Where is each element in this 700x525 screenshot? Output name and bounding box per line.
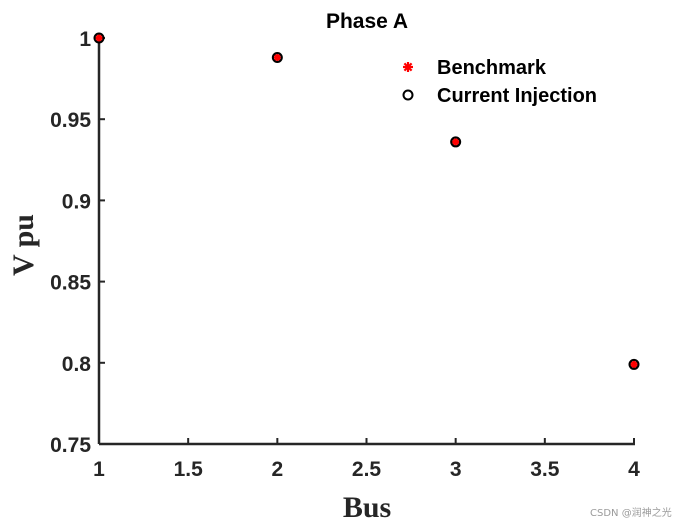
x-ticks: 1 1.5 2 2.5 3 3.5 4 — [93, 438, 640, 481]
data-points — [93, 32, 640, 370]
x-tick-label: 4 — [628, 458, 640, 481]
legend-marker-current-injection — [402, 89, 414, 101]
y-tick-label: 0.8 — [62, 353, 92, 376]
benchmark-point — [450, 136, 461, 147]
chart-title: Phase A — [326, 10, 408, 33]
benchmark-point — [94, 33, 104, 43]
x-tick-label: 2.5 — [352, 458, 382, 481]
legend: Benchmark Current Injection — [402, 57, 597, 107]
legend-label-current-injection: Current Injection — [437, 85, 597, 107]
y-tick-label: 0.85 — [50, 272, 91, 295]
benchmark-point — [629, 359, 639, 370]
current-injection-point — [450, 136, 462, 148]
x-tick-label: 3.5 — [530, 458, 560, 481]
x-tick-label: 3 — [450, 458, 462, 481]
watermark: CSDN @润神之光 — [590, 506, 672, 519]
y-tick-label: 0.9 — [62, 190, 91, 213]
legend-label-benchmark: Benchmark — [437, 57, 547, 79]
legend-marker-benchmark — [403, 62, 413, 72]
current-injection-point — [271, 51, 283, 63]
x-tick-label: 1 — [93, 458, 105, 481]
x-tick-label: 2 — [271, 458, 283, 481]
y-tick-label: 0.95 — [50, 109, 91, 132]
y-axis-title: V pu — [7, 214, 40, 276]
x-tick-label: 1.5 — [174, 458, 204, 481]
benchmark-point — [272, 52, 283, 63]
x-axis-title: Bus — [343, 491, 391, 524]
y-ticks: 0.75 0.8 0.85 0.9 0.95 1 — [50, 28, 105, 457]
y-tick-label: 1 — [79, 28, 91, 51]
y-tick-label: 0.75 — [50, 434, 91, 457]
current-injection-point — [93, 32, 105, 44]
current-injection-point — [628, 358, 640, 370]
